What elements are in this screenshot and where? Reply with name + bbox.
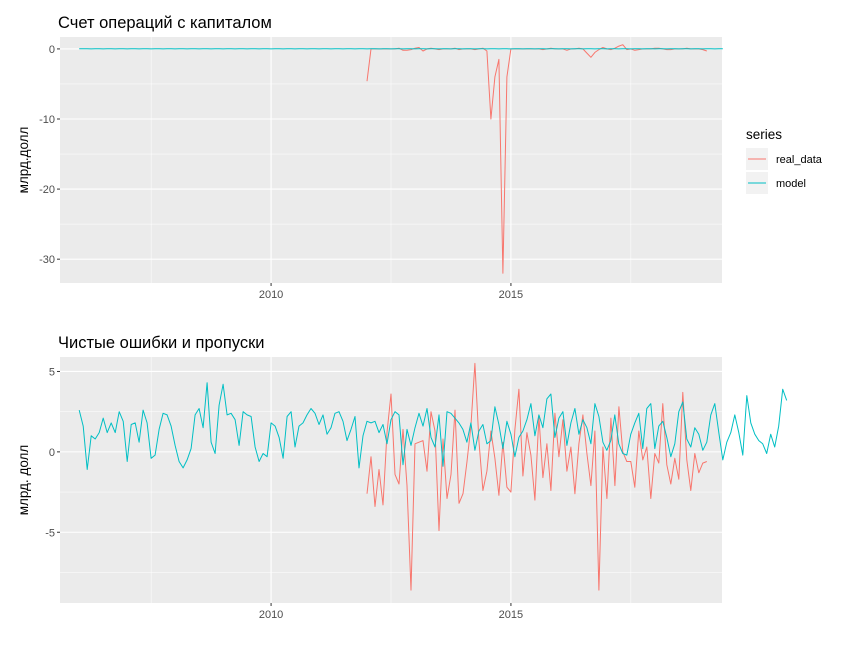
legend-label-real-data: real_data [776,154,823,166]
y-tick-label: -30 [39,254,55,266]
legend-label-model: model [776,178,806,190]
chart-title: Счет операций с капиталом [58,14,272,32]
legend: series real_data model [746,127,823,194]
y-tick-label: 0 [49,447,55,459]
y-tick-label: -20 [39,184,55,196]
series-line-real-data [366,362,707,591]
y-tick-label: -10 [39,114,55,126]
legend-title: series [746,127,782,142]
errors-omissions-chart: 5 0 -5 2010 2015 Чистые ошибки и пропуски млрд… [16,334,788,621]
x-tick-label: 2010 [259,289,283,301]
chart-title: Чистые ошибки и пропуски [58,334,265,352]
y-axis-label: млрд.долл [16,127,31,194]
series-line-model [78,382,788,470]
x-tick-label: 2010 [259,609,283,621]
y-tick-label: 0 [49,44,55,56]
y-tick-label: -5 [45,527,55,539]
y-tick-label: 5 [49,366,55,378]
y-axis-label: млрд. долл [16,445,31,516]
x-tick-label: 2015 [499,609,523,621]
capital-account-chart: 0 -10 -20 -30 2010 2015 Счет операций с капита… [16,14,723,301]
x-tick-label: 2015 [499,289,523,301]
